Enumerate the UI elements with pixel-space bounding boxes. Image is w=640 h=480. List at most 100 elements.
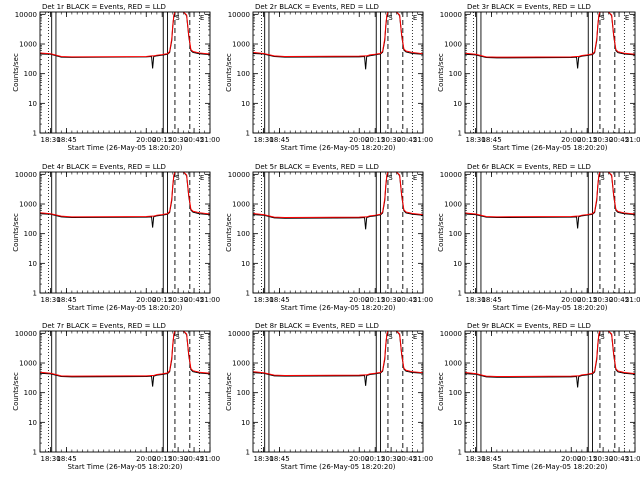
x-tick-label: 20:00 <box>136 136 156 144</box>
plot-frame <box>39 171 211 294</box>
y-tick-label: 10000 <box>440 330 462 338</box>
y-tick-label: 1 <box>33 130 37 138</box>
x-tick-label: 18:45 <box>481 296 501 304</box>
series-group <box>253 12 423 70</box>
end-annotation: E <box>200 174 204 182</box>
x-tick-label: 20:15 <box>577 136 597 144</box>
x-tick-label: 20:30 <box>168 455 188 463</box>
y-tick-label: 100 <box>24 230 37 238</box>
y-axis-label: Counts/sec <box>12 372 20 411</box>
x-tick-label: 20:15 <box>365 136 385 144</box>
series-line-lld <box>465 12 635 58</box>
x-tick-label: 20:15 <box>365 296 385 304</box>
y-axis-label: Counts/sec <box>225 213 233 252</box>
y-tick-label: 10 <box>28 100 37 108</box>
y-tick-label: 100 <box>237 230 250 238</box>
series-group <box>465 172 635 229</box>
x-tick-label: 21:00 <box>625 296 640 304</box>
series-line-lld <box>465 172 635 218</box>
chart-title: Det 7r BLACK = Events, RED = LLD <box>42 322 166 330</box>
x-tick-label: 20:30 <box>593 455 613 463</box>
plot-frame <box>464 330 636 453</box>
x-tick-label: 20:30 <box>168 136 188 144</box>
chart-title: Det 1r BLACK = Events, RED = LLD <box>42 3 166 11</box>
y-tick-label: 1 <box>246 290 250 298</box>
end-annotation: E <box>200 14 204 22</box>
y-tick-label: 10000 <box>228 171 250 179</box>
x-tick-label: 20:00 <box>561 296 581 304</box>
chart-panel-5: Det 5r BLACK = Events, RED = LLD 1 10 100 10… <box>225 163 433 312</box>
chart-panel-3: Det 3r BLACK = Events, RED = LLD 1 10 100 10… <box>437 3 640 152</box>
y-axis-label: Counts/sec <box>12 53 20 92</box>
start-annotation: S <box>175 174 180 182</box>
x-tick-label: 20:00 <box>349 136 369 144</box>
x-tick-label: 18:30 <box>254 136 274 144</box>
x-axis-label: Start Time (26-May-05 18:20:20) <box>492 304 607 312</box>
x-tick-label: 18:45 <box>56 296 76 304</box>
y-tick-label: 100 <box>237 389 250 397</box>
x-axis-label: Start Time (26-May-05 18:20:20) <box>280 304 395 312</box>
y-tick-label: 10000 <box>440 171 462 179</box>
y-axis-label: Counts/sec <box>12 213 20 252</box>
y-tick-label: 10000 <box>228 11 250 19</box>
x-tick-label: 18:30 <box>466 136 486 144</box>
y-tick-label: 100 <box>449 70 462 78</box>
series-group <box>40 12 210 69</box>
x-tick-label: 20:00 <box>349 296 369 304</box>
y-tick-label: 1000 <box>444 360 462 368</box>
y-tick-label: 10000 <box>15 171 37 179</box>
x-tick-label: 21:00 <box>413 296 433 304</box>
x-tick-label: 21:00 <box>625 136 640 144</box>
x-axis-label: Start Time (26-May-05 18:20:20) <box>280 463 395 471</box>
plot-frame <box>252 330 424 453</box>
x-tick-label: 18:45 <box>481 136 501 144</box>
y-tick-label: 1000 <box>19 360 37 368</box>
end-annotation: E <box>625 174 629 182</box>
y-axis-label: Counts/sec <box>225 53 233 92</box>
series-group <box>253 331 423 386</box>
chart-title: Det 5r BLACK = Events, RED = LLD <box>255 163 379 171</box>
y-tick-label: 10 <box>241 100 250 108</box>
y-tick-label: 10 <box>453 419 462 427</box>
y-tick-label: 10 <box>28 260 37 268</box>
chart-title: Det 3r BLACK = Events, RED = LLD <box>467 3 591 11</box>
x-tick-label: 21:00 <box>625 455 640 463</box>
x-tick-label: 20:15 <box>577 296 597 304</box>
x-tick-label: 18:45 <box>269 136 289 144</box>
chart-panel-1: Det 1r BLACK = Events, RED = LLD 1 10 100 10… <box>12 3 220 152</box>
x-tick-label: 20:15 <box>577 455 597 463</box>
y-tick-label: 1 <box>33 449 37 457</box>
x-tick-label: 20:00 <box>561 136 581 144</box>
series-group <box>40 331 210 387</box>
x-tick-label: 20:45 <box>397 296 417 304</box>
series-group <box>465 331 635 388</box>
series-line-lld <box>253 172 423 219</box>
start-annotation: S <box>175 333 180 341</box>
chart-panel-2: Det 2r BLACK = Events, RED = LLD 1 10 100 10… <box>225 3 433 152</box>
y-tick-label: 10 <box>241 419 250 427</box>
series-line-lld <box>465 331 635 378</box>
x-tick-label: 18:30 <box>254 296 274 304</box>
chart-panel-4: Det 4r BLACK = Events, RED = LLD 1 10 100 10… <box>12 163 220 312</box>
chart-title: Det 4r BLACK = Events, RED = LLD <box>42 163 166 171</box>
x-tick-label: 18:45 <box>269 455 289 463</box>
end-annotation: E <box>413 333 417 341</box>
y-axis-label: Counts/sec <box>437 372 445 411</box>
x-tick-label: 20:15 <box>152 136 172 144</box>
y-tick-label: 1 <box>246 130 250 138</box>
x-tick-label: 18:30 <box>41 296 61 304</box>
y-tick-label: 100 <box>237 70 250 78</box>
x-tick-label: 18:30 <box>466 455 486 463</box>
x-tick-label: 21:00 <box>413 136 433 144</box>
y-tick-label: 10000 <box>228 330 250 338</box>
chart-title: Det 2r BLACK = Events, RED = LLD <box>255 3 379 11</box>
chart-title: Det 9r BLACK = Events, RED = LLD <box>467 322 591 330</box>
chart-title: Det 6r BLACK = Events, RED = LLD <box>467 163 591 171</box>
start-annotation: S <box>600 14 605 22</box>
series-group <box>465 12 635 69</box>
x-tick-label: 20:45 <box>184 296 204 304</box>
y-tick-label: 10000 <box>440 11 462 19</box>
x-tick-label: 20:30 <box>593 136 613 144</box>
x-tick-label: 18:45 <box>56 136 76 144</box>
